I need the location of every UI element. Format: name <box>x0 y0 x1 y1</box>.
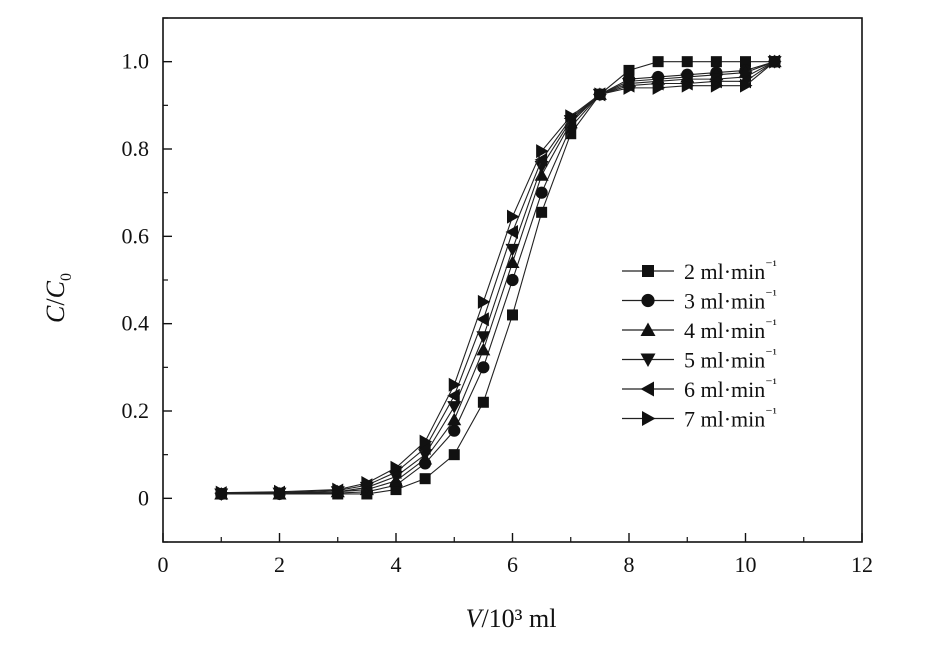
data-point <box>681 78 695 93</box>
data-point <box>447 412 462 426</box>
series-layer <box>214 54 782 501</box>
y-axis-title: C/C0 <box>41 273 75 323</box>
data-point <box>215 485 229 500</box>
x-tick-label: 2 <box>274 552 285 577</box>
data-point <box>505 243 520 257</box>
data-point <box>565 128 577 140</box>
legend-marker <box>640 381 654 397</box>
axes: 0 2 4 6 8 10 12 0 0.2 0.4 0.6 0.8 1.0 <box>122 17 873 577</box>
data-point <box>448 377 462 392</box>
legend: 2 ml·min⁻¹ 3 ml·min⁻¹ 4 ml·min⁻¹ 5 ml·min⁻¹… <box>622 259 777 432</box>
legend-label: 6 ml·min⁻¹ <box>684 377 777 402</box>
x-tick-label: 4 <box>391 552 402 577</box>
data-point <box>448 449 460 461</box>
legend-marker <box>641 293 655 308</box>
data-point <box>390 460 403 475</box>
data-point <box>681 56 693 68</box>
data-point <box>419 434 433 449</box>
data-point <box>418 441 431 456</box>
y-tick-label: 0 <box>138 485 149 510</box>
data-point <box>594 87 607 102</box>
data-point <box>419 473 431 485</box>
data-point <box>507 209 520 224</box>
data-point <box>505 224 518 239</box>
x-tick-label: 8 <box>624 552 635 577</box>
x-tick-label: 10 <box>735 552 757 577</box>
data-point <box>506 273 519 287</box>
x-axis-title: V/10³ ml <box>466 604 557 633</box>
legend-entry: 5 ml·min⁻¹ <box>622 348 777 373</box>
y-tick-label: 0.8 <box>122 136 150 161</box>
legend-label: 4 ml·min⁻¹ <box>684 318 777 343</box>
legend-marker <box>642 265 654 277</box>
legend-label: 3 ml·min⁻¹ <box>684 289 777 314</box>
data-point <box>565 109 578 124</box>
data-point <box>623 64 635 76</box>
series-6 <box>215 54 782 500</box>
y-tick-label: 0.2 <box>122 398 150 423</box>
data-point <box>476 331 491 344</box>
data-point <box>740 78 753 93</box>
legend-entry: 3 ml·min⁻¹ <box>622 289 777 314</box>
data-point <box>507 309 518 321</box>
legend-entry: 4 ml·min⁻¹ <box>622 318 777 343</box>
data-point <box>477 396 489 408</box>
data-point <box>536 144 549 159</box>
data-point <box>769 54 782 69</box>
legend-label: 2 ml·min⁻¹ <box>684 259 777 284</box>
data-point <box>652 56 664 68</box>
x-tick-label: 6 <box>507 552 518 577</box>
legend-marker <box>640 353 656 367</box>
legend-marker <box>640 322 656 336</box>
data-point <box>476 312 489 327</box>
data-point <box>447 388 460 403</box>
legend-entry: 2 ml·min⁻¹ <box>622 259 777 284</box>
data-point <box>477 361 490 374</box>
legend-label: 5 ml·min⁻¹ <box>684 348 777 373</box>
data-point <box>361 476 374 491</box>
data-point <box>623 80 636 95</box>
data-point <box>448 424 461 437</box>
legend-entry: 7 ml·min⁻¹ <box>622 407 777 432</box>
data-point <box>652 80 666 95</box>
data-point <box>505 255 520 269</box>
data-point <box>740 56 751 68</box>
data-point <box>274 484 287 499</box>
data-point <box>534 152 548 167</box>
legend-label: 7 ml·min⁻¹ <box>684 407 777 432</box>
x-tick-label: 0 <box>158 552 169 577</box>
data-point <box>447 401 462 414</box>
data-point <box>710 78 724 93</box>
y-tick-label: 1.0 <box>122 49 150 74</box>
legend-marker <box>642 411 656 426</box>
y-tick-label: 0.6 <box>122 223 150 248</box>
data-point <box>710 56 722 68</box>
legend-entry: 6 ml·min⁻¹ <box>622 377 777 402</box>
y-tick-label: 0.4 <box>122 311 150 336</box>
data-point <box>332 482 345 497</box>
data-point <box>476 342 491 356</box>
x-tick-label: 12 <box>851 552 873 577</box>
data-point <box>535 186 548 199</box>
data-point <box>536 206 548 218</box>
data-point <box>477 294 491 309</box>
